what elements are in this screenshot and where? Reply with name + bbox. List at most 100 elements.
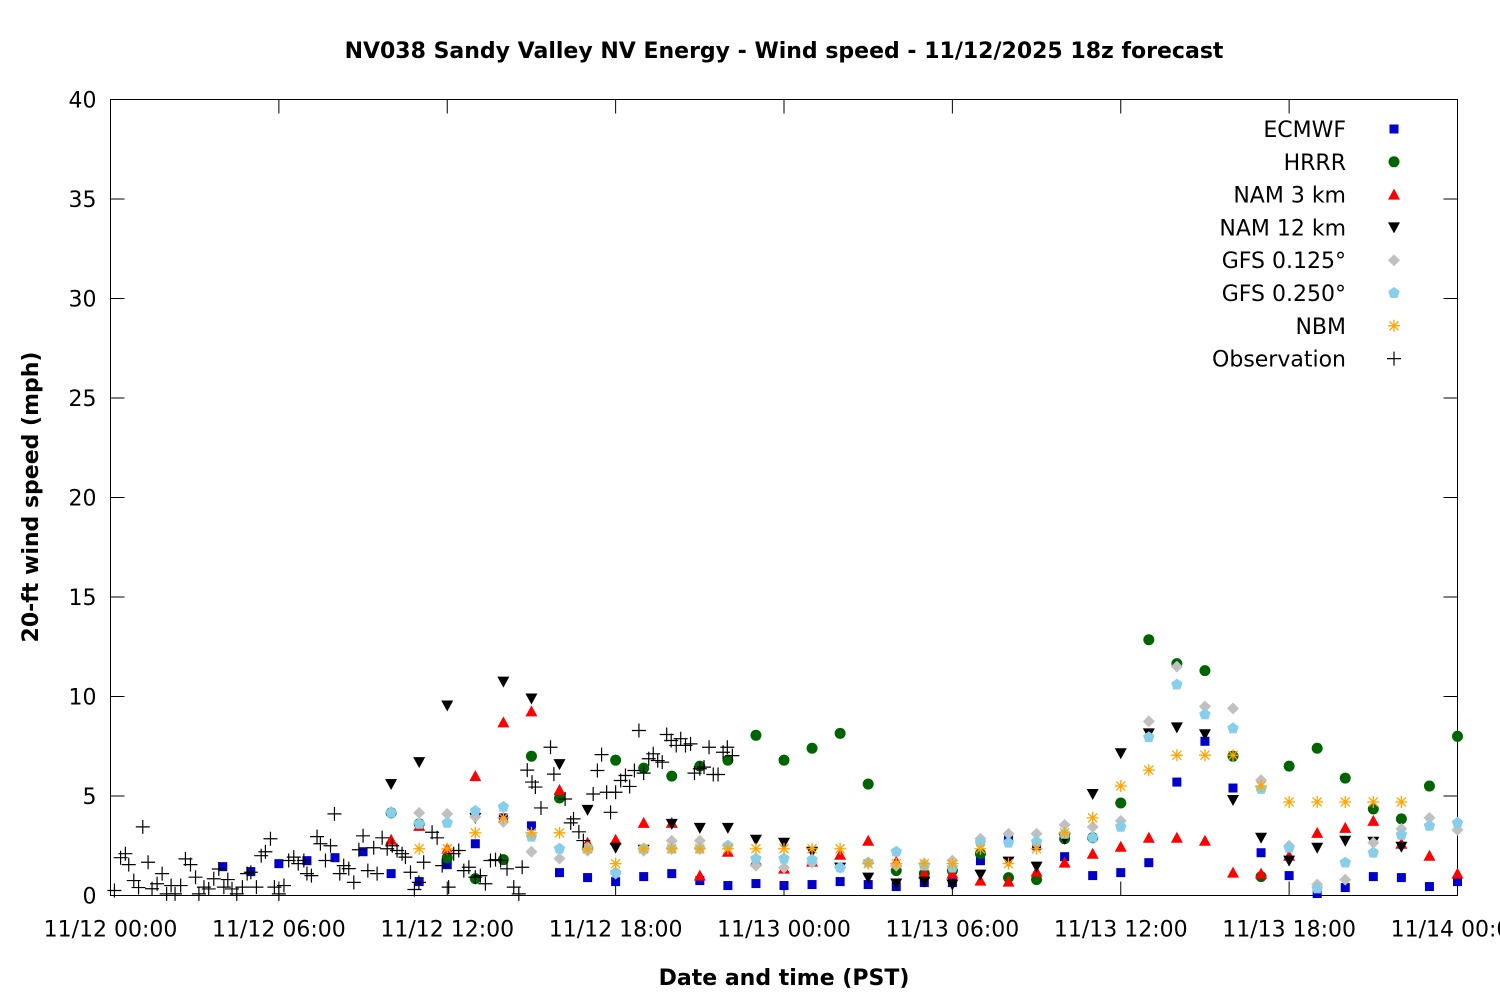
data-point [1114, 780, 1127, 793]
data-point [918, 867, 931, 879]
data-point [546, 767, 561, 782]
data-point [721, 822, 734, 834]
data-point [118, 846, 133, 861]
data-point [693, 834, 706, 847]
data-point [360, 863, 375, 878]
data-point [441, 880, 456, 895]
data-point [413, 842, 426, 855]
data-point [386, 869, 396, 879]
data-point [441, 852, 453, 864]
data-point [890, 878, 903, 890]
data-point [863, 880, 873, 890]
data-point [655, 755, 670, 770]
data-point [435, 858, 450, 873]
data-point [461, 860, 476, 875]
data-point [806, 853, 818, 865]
data-point [553, 784, 566, 796]
y-axis-label: 20-ft wind speed (mph) [19, 352, 44, 643]
data-point [1002, 875, 1015, 887]
legend: ECMWF HRRR NAM 3 km NAM 12 km GFS 0.125° GFS … [1212, 118, 1401, 373]
data-point [451, 843, 466, 858]
data-point [946, 867, 959, 879]
series-hrrr [385, 634, 1463, 886]
data-point [1423, 780, 1435, 792]
data-point [1088, 871, 1098, 881]
data-point [1424, 882, 1434, 892]
data-point [1312, 889, 1322, 899]
data-point [611, 877, 621, 887]
data-point [1086, 811, 1099, 824]
data-point [201, 881, 216, 896]
data-point [470, 839, 480, 849]
data-point [807, 880, 817, 890]
data-point [1451, 816, 1464, 828]
data-point [183, 857, 198, 872]
data-point [834, 727, 846, 739]
x-tick-label: 11/12 06:00 [212, 918, 346, 943]
data-point [1170, 831, 1183, 843]
data-point [667, 869, 677, 879]
data-point [1142, 764, 1155, 777]
data-point [581, 842, 594, 855]
data-point [413, 757, 426, 769]
data-point [525, 826, 538, 839]
data-point [554, 792, 565, 804]
data-point [918, 857, 931, 870]
data-point [218, 862, 228, 872]
data-point [323, 838, 338, 853]
data-point [370, 866, 385, 881]
x-axis-label: Date and time (PST) [659, 966, 910, 991]
data-point [1143, 731, 1155, 743]
data-point [1227, 749, 1239, 762]
data-point [1451, 867, 1464, 879]
data-point [1339, 821, 1352, 833]
data-marks [107, 634, 1464, 901]
data-point [1170, 749, 1183, 762]
data-point [1367, 836, 1380, 849]
legend-label: NAM 3 km [1233, 184, 1346, 209]
data-point [751, 879, 761, 889]
data-point [263, 831, 278, 846]
data-point [1395, 795, 1408, 808]
data-point [637, 842, 650, 855]
data-point [683, 736, 698, 751]
data-point [946, 879, 959, 891]
data-point [1339, 795, 1352, 808]
data-point [1198, 834, 1211, 846]
data-point [211, 862, 226, 877]
data-point [296, 853, 311, 868]
data-point [385, 833, 398, 845]
data-point [834, 842, 847, 855]
data-point [1367, 814, 1380, 826]
data-point [693, 869, 706, 881]
legend-marker-icon [1387, 351, 1401, 366]
data-point [834, 861, 846, 873]
data-point [779, 881, 789, 891]
data-point [1339, 873, 1352, 886]
data-point [862, 834, 875, 846]
data-point [946, 857, 959, 870]
data-point [291, 856, 306, 871]
x-tick-label: 11/12 12:00 [380, 918, 514, 943]
data-point [526, 821, 536, 831]
data-point [594, 747, 609, 762]
data-point [1255, 867, 1268, 879]
data-point [1453, 877, 1462, 887]
data-point [493, 853, 508, 868]
data-point [1228, 783, 1238, 793]
data-point [778, 842, 790, 855]
data-point [1172, 777, 1182, 787]
data-point [697, 760, 712, 775]
data-point [890, 857, 903, 870]
data-point [608, 785, 623, 800]
data-point [1002, 857, 1015, 870]
data-point [723, 881, 733, 891]
data-point [558, 791, 573, 806]
data-point [155, 866, 170, 881]
data-point [835, 877, 845, 887]
data-point [358, 847, 368, 857]
data-point [1030, 827, 1043, 840]
data-point [1395, 813, 1407, 825]
data-point [497, 676, 510, 688]
data-point [806, 742, 818, 754]
